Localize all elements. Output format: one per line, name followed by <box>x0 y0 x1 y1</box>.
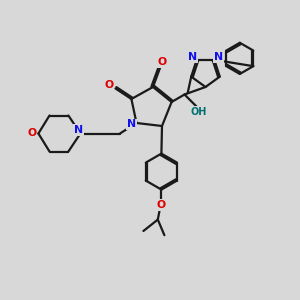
Text: N: N <box>214 52 224 62</box>
Text: N: N <box>127 119 136 130</box>
Text: O: O <box>158 57 166 68</box>
Text: O: O <box>104 80 113 90</box>
Text: OH: OH <box>191 107 207 117</box>
Text: O: O <box>157 200 166 210</box>
Text: O: O <box>27 128 36 139</box>
Text: N: N <box>74 125 83 135</box>
Text: N: N <box>188 52 197 62</box>
